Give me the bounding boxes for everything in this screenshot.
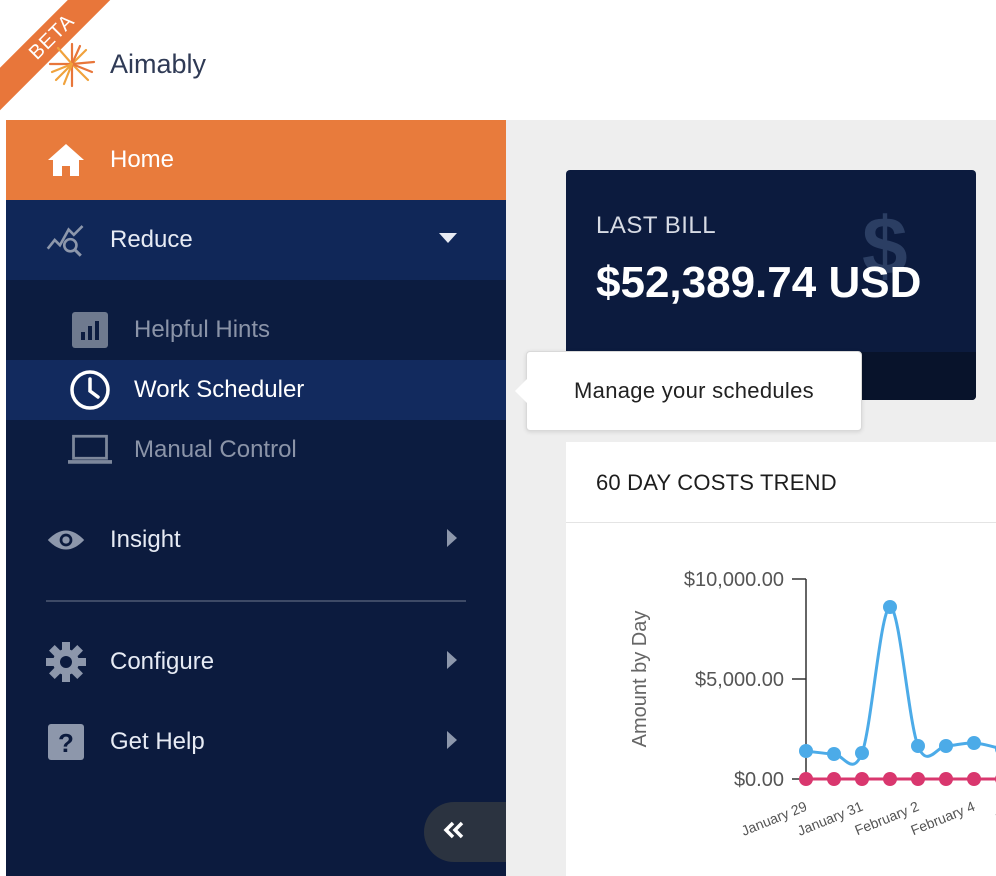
caret-right-icon xyxy=(446,528,458,553)
sidebar-subitem-label: Manual Control xyxy=(134,436,297,463)
tooltip-arrow xyxy=(515,379,527,403)
series-point xyxy=(939,772,953,786)
laptop-icon xyxy=(68,428,112,472)
series-point xyxy=(855,746,869,760)
sidebar-divider xyxy=(46,600,466,602)
costs-trend-card: 60 DAY COSTS TREND $10,000.00 $5,000.00 $0… xyxy=(566,442,996,876)
series-point xyxy=(911,739,925,753)
last-bill-title: LAST BILL xyxy=(596,212,717,239)
sidebar-item-label: Configure xyxy=(110,648,215,675)
y-tick-label: $5,000.00 xyxy=(695,669,784,691)
series-point xyxy=(967,736,981,750)
series-point xyxy=(827,747,841,761)
app-header: BETA Aimably xyxy=(0,0,996,120)
series-point xyxy=(883,600,897,614)
last-bill-amount: $52,389.74 USD xyxy=(596,258,922,307)
x-tick-label: Febru xyxy=(993,798,996,827)
reduce-submenu: Helpful Hints Work Scheduler Manual Cont… xyxy=(6,280,506,500)
series-point xyxy=(939,739,953,753)
caret-down-icon xyxy=(438,231,458,249)
series-point xyxy=(827,772,841,786)
sidebar-item-reduce[interactable]: Reduce xyxy=(6,200,506,280)
sidebar-item-get-help[interactable]: ? Get Help xyxy=(6,702,506,782)
sidebar-subitem-manual-control[interactable]: Manual Control xyxy=(6,420,506,480)
series-point xyxy=(855,772,869,786)
dollar-icon: $ xyxy=(862,201,908,292)
help-icon: ? xyxy=(46,722,86,762)
clock-icon xyxy=(68,368,112,412)
tooltip-text: Manage your schedules xyxy=(574,378,814,403)
x-tick-label: February 4 xyxy=(908,798,977,838)
brand-logo[interactable]: Aimably xyxy=(42,40,206,88)
reduce-icon xyxy=(46,220,86,260)
costs-trend-header: 60 DAY COSTS TREND xyxy=(566,442,996,523)
sidebar-subitem-label: Helpful Hints xyxy=(134,316,271,343)
y-tick-label: $10,000.00 xyxy=(684,569,784,591)
sidebar-subitem-label: Work Scheduler xyxy=(134,376,305,403)
sidebar-item-home[interactable]: Home xyxy=(6,120,506,200)
collapse-sidebar-button[interactable] xyxy=(424,802,506,862)
sidebar-item-label: Get Help xyxy=(110,728,205,755)
costs-trend-title: 60 DAY COSTS TREND xyxy=(596,470,837,495)
sidebar-item-insight[interactable]: Insight xyxy=(6,500,506,580)
brand-name: Aimably xyxy=(110,48,207,79)
sidebar-item-label: Insight xyxy=(110,526,181,553)
gear-icon xyxy=(46,642,86,682)
series-point xyxy=(883,772,897,786)
y-tick-label: $0.00 xyxy=(734,769,784,791)
series-point xyxy=(799,772,813,786)
series-point xyxy=(799,744,813,758)
starburst-logo-icon xyxy=(48,42,96,88)
caret-right-icon xyxy=(446,730,458,755)
caret-right-icon xyxy=(446,650,458,675)
eye-icon xyxy=(46,520,86,560)
tooltip: Manage your schedules xyxy=(515,351,862,431)
home-icon xyxy=(46,140,86,180)
sidebar-item-label: Reduce xyxy=(110,226,193,253)
series-point xyxy=(967,772,981,786)
series-point xyxy=(911,772,925,786)
sidebar-item-label: Home xyxy=(110,146,175,173)
svg-text:?: ? xyxy=(58,728,74,758)
sidebar: Home Reduce Helpful Hints xyxy=(6,120,506,876)
page-left-edge xyxy=(0,120,6,876)
sidebar-subitem-work-scheduler[interactable]: Work Scheduler xyxy=(6,360,506,420)
double-chevron-left-icon xyxy=(442,820,466,845)
bar-chart-icon xyxy=(68,308,112,352)
sidebar-item-configure[interactable]: Configure xyxy=(6,622,506,702)
series-line xyxy=(805,605,996,766)
y-axis-label: Amount by Day xyxy=(629,611,651,748)
sidebar-subitem-helpful-hints[interactable]: Helpful Hints xyxy=(6,300,506,360)
